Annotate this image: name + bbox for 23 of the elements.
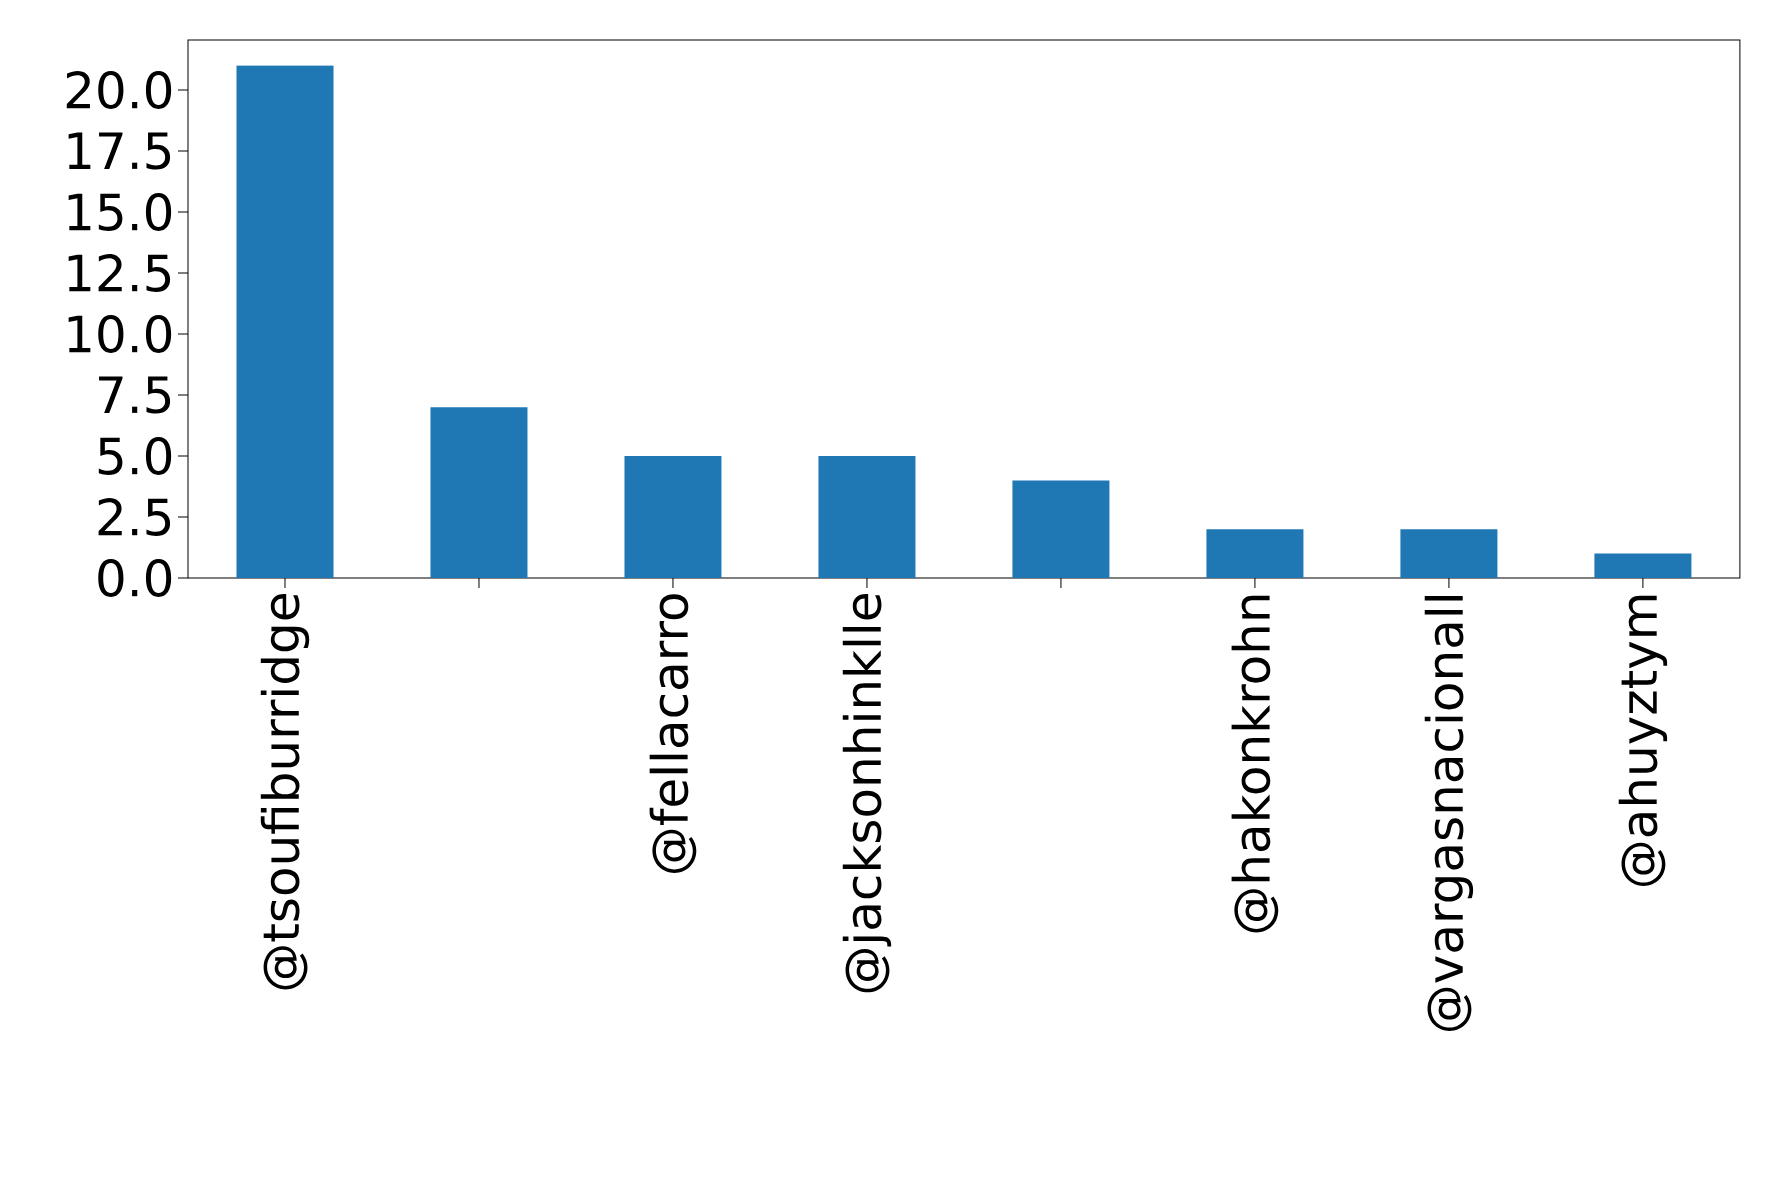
x-tick-label: @vargasnacionall: [1424, 596, 1474, 1031]
x-tick-label: @fellacarro: [649, 594, 697, 873]
bar: [818, 456, 916, 578]
x-tick-label: @ahuyztym: [1618, 595, 1668, 886]
y-tick-label: 7.5: [99, 376, 171, 414]
y-tick-label: 17.5: [68, 132, 171, 170]
y-tick-label: 12.5: [68, 254, 171, 292]
bar: [624, 456, 722, 578]
y-tick-label: 2.5: [98, 498, 171, 536]
bar: [1206, 529, 1304, 578]
x-tick-label: @jacksonhinklle: [842, 594, 892, 993]
y-tick-label: 10.0: [68, 315, 172, 353]
y-tick-label: 5.0: [98, 437, 172, 475]
y-tick-label: 15.0: [68, 193, 172, 231]
bar: [1594, 553, 1692, 578]
y-tick-label: 0.0: [98, 559, 172, 597]
bar: [1012, 480, 1110, 578]
bar: [430, 407, 528, 578]
y-tick-label: 20.0: [66, 71, 172, 109]
x-tick-label: @tsoufiburridge: [260, 594, 310, 990]
bar: [1400, 529, 1498, 578]
bar: [236, 65, 334, 578]
x-tick-label: @hakonkrohn: [1231, 595, 1279, 933]
